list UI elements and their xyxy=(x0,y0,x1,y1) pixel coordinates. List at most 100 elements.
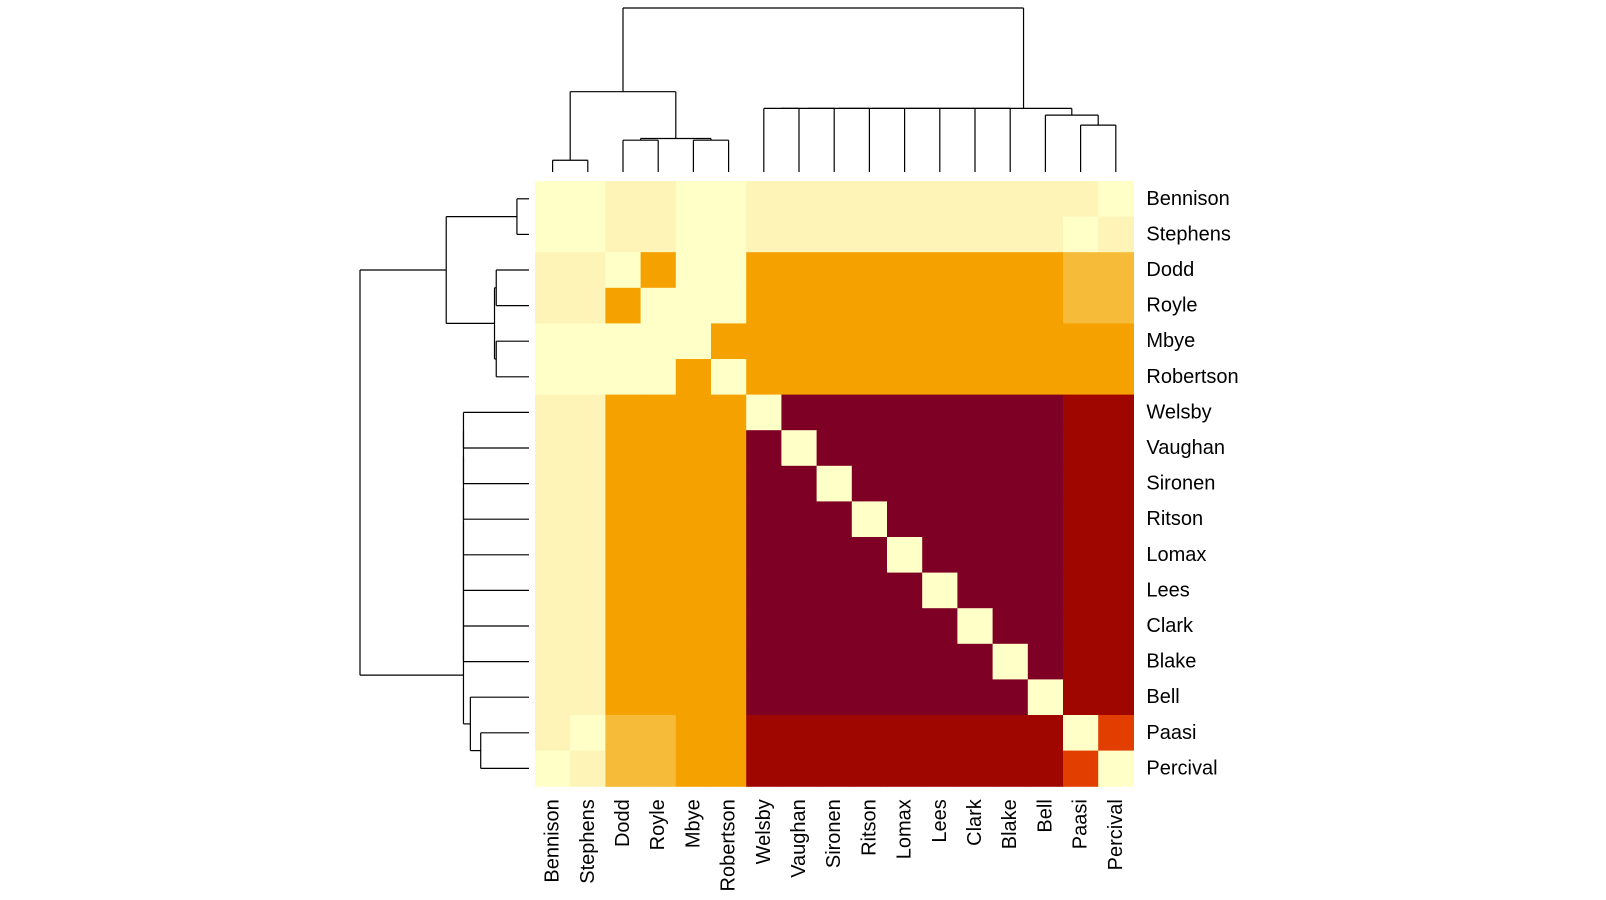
heatmap-cell xyxy=(816,430,853,467)
heatmap-cell xyxy=(922,679,958,716)
row-label: Lomax xyxy=(1146,544,1206,566)
heatmap-cell xyxy=(570,252,606,289)
heatmap-cell xyxy=(675,572,712,609)
heatmap-cell xyxy=(535,715,571,752)
column-label: Welsby xyxy=(753,799,775,864)
heatmap-cell xyxy=(1027,537,1064,574)
heatmap-cell xyxy=(992,216,1029,253)
row-label: Stephens xyxy=(1146,223,1231,245)
heatmap-cell xyxy=(570,216,606,253)
heatmap-cell xyxy=(816,643,853,680)
heatmap-cell xyxy=(1063,501,1099,538)
heatmap-cell xyxy=(992,643,1029,680)
heatmap-cell xyxy=(851,501,888,538)
heatmap-cell xyxy=(887,572,923,609)
heatmap-cell xyxy=(675,430,712,467)
heatmap-cell xyxy=(1098,608,1134,645)
heatmap-cell xyxy=(640,181,677,218)
heatmap-cell xyxy=(746,216,782,253)
heatmap-cell xyxy=(887,643,923,680)
heatmap-cell xyxy=(605,750,642,787)
heatmap-cell xyxy=(605,537,642,574)
row-labels: Bennison Stephens Dodd Royle Mbye Robertson We… xyxy=(1146,188,1238,780)
heatmap-cell xyxy=(816,359,853,396)
heatmap-cell xyxy=(992,323,1029,360)
heatmap-cell xyxy=(570,537,606,574)
column-label: Percival xyxy=(1105,799,1127,870)
heatmap-cell xyxy=(675,715,712,752)
heatmap-cell xyxy=(1098,287,1134,324)
heatmap-cell xyxy=(1027,394,1064,431)
heatmap-cell xyxy=(605,643,642,680)
heatmap-cell xyxy=(1027,643,1064,680)
heatmap-cell xyxy=(1063,715,1099,752)
heatmap-cell xyxy=(640,537,677,574)
heatmap-cell xyxy=(816,715,853,752)
heatmap-cell xyxy=(992,252,1029,289)
heatmap-cell xyxy=(746,323,782,360)
heatmap-cell xyxy=(1098,359,1134,396)
heatmap-cell xyxy=(640,394,677,431)
heatmap-cell xyxy=(570,679,606,716)
row-label: Clark xyxy=(1146,615,1194,637)
heatmap-cell xyxy=(711,643,747,680)
heatmap-cell xyxy=(781,608,818,645)
heatmap-cell xyxy=(992,501,1029,538)
heatmap-cell xyxy=(957,537,994,574)
heatmap-cell xyxy=(605,216,642,253)
heatmap-cell xyxy=(816,537,853,574)
heatmap-cell xyxy=(570,359,606,396)
heatmap-cell xyxy=(640,465,677,502)
heatmap-cell xyxy=(605,287,642,324)
heatmap-cell xyxy=(851,679,888,716)
heatmap-cell xyxy=(992,465,1029,502)
heatmap-cell xyxy=(957,572,994,609)
heatmap-cell xyxy=(711,501,747,538)
heatmap-cell xyxy=(851,323,888,360)
heatmap-cell xyxy=(570,643,606,680)
heatmap-cell xyxy=(887,750,923,787)
heatmap-cell xyxy=(640,501,677,538)
heatmap-cell xyxy=(887,359,923,396)
row-label: Mbye xyxy=(1146,330,1195,352)
heatmap-cell xyxy=(535,430,571,467)
heatmap-cell xyxy=(746,572,782,609)
heatmap-cell xyxy=(1098,643,1134,680)
heatmap-cell xyxy=(816,572,853,609)
heatmap-cell xyxy=(887,323,923,360)
heatmap-cell xyxy=(851,715,888,752)
heatmap-cell xyxy=(535,572,571,609)
heatmap-cell xyxy=(957,216,994,253)
heatmap-cell xyxy=(711,394,747,431)
heatmap-cell xyxy=(887,252,923,289)
heatmap-cell xyxy=(570,287,606,324)
heatmap-cell xyxy=(851,465,888,502)
heatmap-cell xyxy=(1063,252,1099,289)
heatmap-cell xyxy=(1063,537,1099,574)
heatmap-cells xyxy=(535,181,1134,787)
heatmap-cell xyxy=(1063,394,1099,431)
heatmap-cell xyxy=(1063,430,1099,467)
heatmap-cell xyxy=(535,465,571,502)
heatmap-cell xyxy=(535,287,571,324)
heatmap-cell xyxy=(992,430,1029,467)
heatmap-cell xyxy=(816,394,853,431)
heatmap-cell xyxy=(957,465,994,502)
column-label: Royle xyxy=(647,799,669,850)
heatmap-cell xyxy=(922,181,958,218)
heatmap-cell xyxy=(1098,323,1134,360)
heatmap-cell xyxy=(746,537,782,574)
heatmap-cell xyxy=(675,679,712,716)
heatmap-cell xyxy=(746,750,782,787)
heatmap-cell xyxy=(851,287,888,324)
heatmap-cell xyxy=(1027,181,1064,218)
heatmap-cell xyxy=(851,430,888,467)
heatmap-cell xyxy=(675,181,712,218)
row-label: Ritson xyxy=(1146,508,1203,530)
heatmap-cell xyxy=(640,252,677,289)
heatmap-cell xyxy=(570,501,606,538)
heatmap-cell xyxy=(535,537,571,574)
heatmap-cell xyxy=(1063,287,1099,324)
heatmap-cell xyxy=(1063,572,1099,609)
row-label: Royle xyxy=(1146,295,1197,317)
